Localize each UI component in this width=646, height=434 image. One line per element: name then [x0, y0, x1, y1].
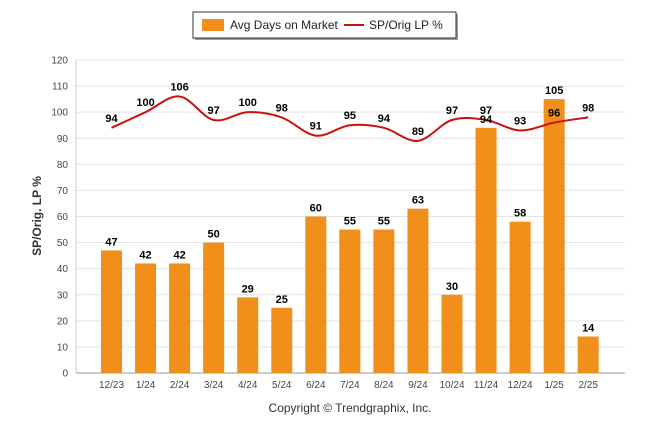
- line-data-label: 96: [548, 108, 560, 120]
- bar-data-label: 42: [173, 249, 185, 261]
- bar-data-label: 29: [242, 283, 254, 295]
- y-tick-label: 120: [51, 56, 68, 67]
- x-tick-label: 12/23: [99, 380, 124, 391]
- bar-data-label: 50: [208, 229, 220, 241]
- x-tick-label: 5/24: [272, 380, 292, 391]
- x-tick-label: 10/24: [439, 380, 464, 391]
- bar-data-label: 14: [582, 322, 595, 334]
- x-tick-label: 9/24: [408, 380, 428, 391]
- bar: [441, 294, 463, 373]
- line-data-label: 98: [582, 102, 594, 114]
- bar-data-label: 60: [310, 203, 322, 215]
- line-data-label: 95: [344, 110, 356, 122]
- y-tick-label: 80: [57, 160, 69, 171]
- line-data-label: 97: [208, 105, 220, 117]
- line-data-label: 91: [310, 121, 322, 133]
- bar: [203, 242, 225, 373]
- bar: [577, 336, 599, 373]
- bar-data-label: 30: [446, 281, 458, 293]
- x-tick-label: 2/25: [578, 380, 598, 391]
- line-data-label: 94: [105, 113, 118, 125]
- x-tick-label: 4/24: [238, 380, 258, 391]
- bar: [101, 250, 122, 373]
- bar-data-label: 47: [105, 236, 117, 248]
- line-data-label: 97: [480, 105, 492, 117]
- y-tick-label: 90: [57, 134, 69, 145]
- bar: [339, 229, 361, 373]
- bar-data-label: 55: [344, 216, 356, 228]
- line-data-label: 97: [446, 105, 458, 117]
- bar-data-label: 94: [480, 114, 493, 126]
- bar-data-label: 63: [412, 195, 424, 207]
- bar: [475, 127, 497, 373]
- line-layer: [111, 95, 589, 142]
- legend-swatch-bar: [202, 19, 224, 31]
- legend-label-line: SP/Orig LP %: [369, 18, 443, 32]
- axis-layer: 0 10 20 30 40 50 60 70 80 90 100 110 120 12/23 1/24 2/2…: [51, 56, 625, 391]
- y-tick-label: 0: [62, 369, 68, 380]
- bar: [543, 99, 565, 373]
- x-tick-label: 7/24: [340, 380, 360, 391]
- y-tick-label: 10: [57, 342, 69, 353]
- label-layer: 47 42 42 50 29 25 60 55 55 63 30 94 58 105 14 94 100 106 9…: [105, 82, 595, 335]
- bar: [169, 263, 191, 373]
- y-tick-label: 110: [52, 82, 68, 93]
- copyright-text: Copyright © Trendgraphix, Inc.: [269, 401, 432, 415]
- legend-label-bar: Avg Days on Market: [230, 18, 338, 32]
- bar: [237, 297, 259, 373]
- x-tick-label: 12/24: [508, 380, 533, 391]
- x-tick-label: 2/24: [170, 380, 190, 391]
- y-axis-title: SP/Orig. LP %: [30, 176, 44, 256]
- line-data-label: 93: [514, 115, 526, 127]
- y-tick-label: 70: [57, 186, 69, 197]
- x-tick-label: 1/25: [544, 380, 564, 391]
- line-data-label: 94: [378, 113, 391, 125]
- y-tick-label: 30: [57, 290, 69, 301]
- y-tick-label: 60: [57, 212, 69, 223]
- bar: [509, 221, 531, 373]
- bar: [373, 229, 395, 373]
- bar: [305, 216, 327, 373]
- legend-box: [192, 11, 457, 39]
- x-tick-label: 8/24: [374, 380, 394, 391]
- y-tick-label: 40: [57, 264, 69, 275]
- line-data-label: 89: [412, 126, 424, 138]
- line-data-label: 98: [276, 102, 288, 114]
- legend: Avg Days on Market SP/Orig LP %: [192, 11, 458, 40]
- x-tick-label: 6/24: [306, 380, 326, 391]
- line-data-label: 100: [136, 97, 154, 109]
- bar-data-label: 55: [378, 216, 390, 228]
- x-tick-label: 11/24: [474, 380, 499, 391]
- y-tick-label: 20: [57, 316, 69, 327]
- bar: [407, 208, 429, 373]
- x-tick-label: 1/24: [136, 380, 156, 391]
- y-tick-label: 50: [57, 238, 69, 249]
- series-line: [111, 95, 589, 142]
- bar-data-label: 42: [139, 249, 151, 261]
- x-tick-label: 3/24: [204, 380, 224, 391]
- line-data-label: 100: [239, 97, 257, 109]
- bar-data-label: 25: [276, 294, 288, 306]
- bar: [271, 307, 293, 373]
- bar: [135, 263, 157, 373]
- bar-data-label: 105: [545, 85, 563, 97]
- line-data-label: 106: [170, 82, 188, 94]
- bar-data-label: 58: [514, 208, 526, 220]
- bar-layer: [101, 99, 599, 373]
- y-tick-label: 100: [51, 108, 68, 119]
